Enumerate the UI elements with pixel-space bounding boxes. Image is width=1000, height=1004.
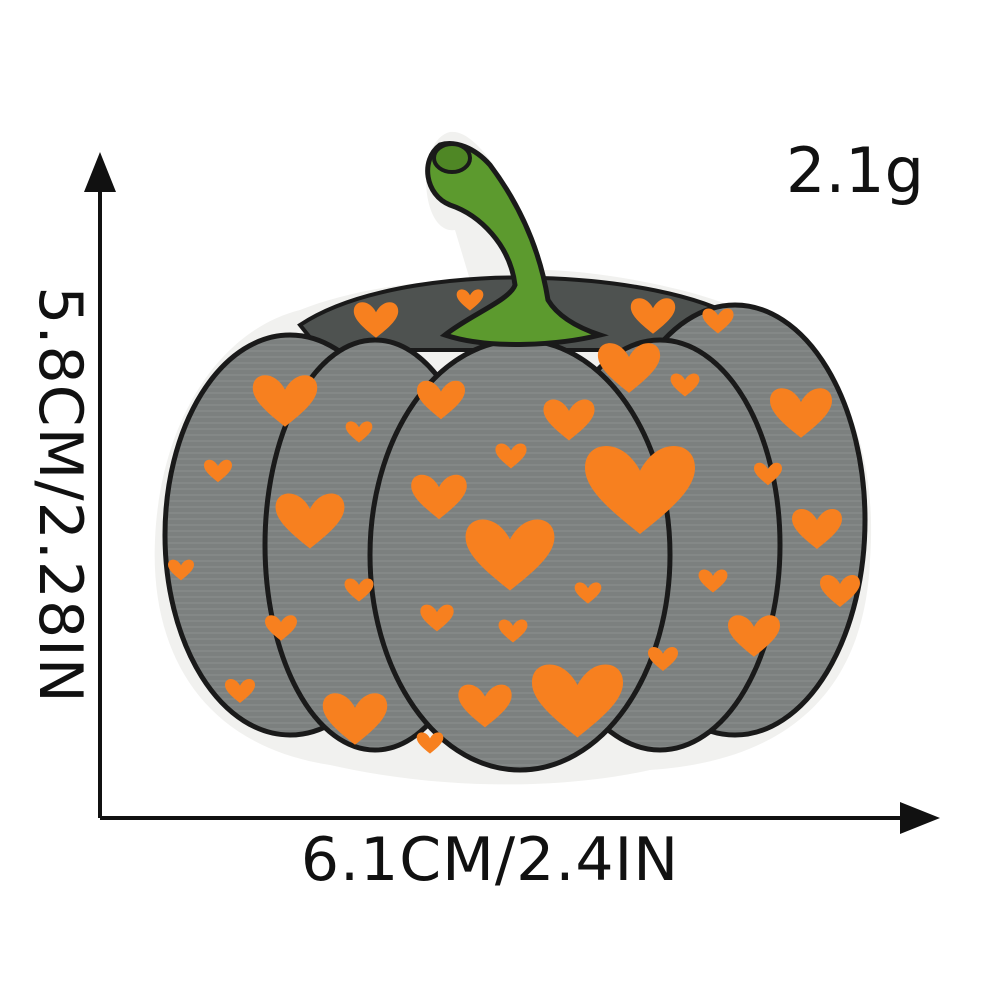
height-dimension-label: 5.8CM/2.28IN [25, 286, 95, 704]
pumpkin-stem [425, 141, 609, 347]
weight-label: 2.1g [786, 134, 924, 207]
width-dimension-label: 6.1CM/2.4IN [300, 825, 680, 895]
pumpkin-patch-icon [154, 131, 872, 785]
